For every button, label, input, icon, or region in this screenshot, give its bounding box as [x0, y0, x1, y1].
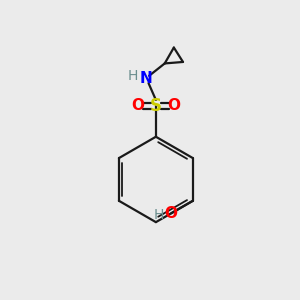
Text: O: O: [131, 98, 144, 113]
Text: H: H: [154, 208, 164, 222]
Text: O: O: [165, 206, 178, 221]
Text: N: N: [139, 71, 152, 86]
Text: O: O: [168, 98, 181, 113]
Text: S: S: [150, 97, 162, 115]
Text: H: H: [128, 69, 138, 83]
